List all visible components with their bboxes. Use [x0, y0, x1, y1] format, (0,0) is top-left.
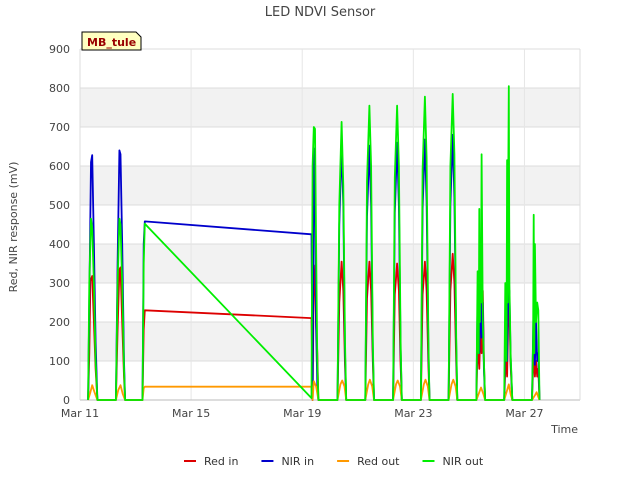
- y-axis-label: Red, NIR response (mV): [7, 162, 20, 293]
- series-line-red-out: [87, 378, 541, 401]
- legend-label: NIR out: [443, 455, 484, 468]
- y-tick-label: 200: [49, 316, 70, 329]
- y-tick-label: 500: [49, 199, 70, 212]
- x-tick-label: Mar 15: [172, 407, 210, 420]
- legend-label: Red in: [204, 455, 238, 468]
- legend-label: NIR in: [281, 455, 314, 468]
- x-tick-label: Mar 23: [394, 407, 432, 420]
- legend: Red in NIR in Red out NIR out: [184, 455, 484, 468]
- x-tick-label: Mar 27: [505, 407, 543, 420]
- site-badge: MB_tule: [81, 31, 142, 51]
- legend-item: NIR in: [261, 455, 314, 468]
- x-tick-label: Mar 11: [61, 407, 99, 420]
- y-tick-label: 300: [49, 277, 70, 290]
- y-tick-label: 0: [63, 394, 70, 407]
- y-tick-label: 400: [49, 238, 70, 251]
- y-tick-label: 800: [49, 82, 70, 95]
- legend-label: Red out: [357, 455, 400, 468]
- x-axis-label: Time: [550, 423, 578, 436]
- y-tick-label: 700: [49, 121, 70, 134]
- legend-item: NIR out: [422, 455, 484, 468]
- chart-title: LED NDVI Sensor: [265, 5, 376, 20]
- x-axis-ticks: Mar 11 Mar 15 Mar 19 Mar 23 Mar 27: [61, 407, 544, 420]
- site-badge-shape: [81, 31, 142, 51]
- series-line-nir-out: [87, 85, 541, 401]
- y-tick-label: 600: [49, 160, 70, 173]
- y-tick-label: 100: [49, 355, 70, 368]
- grid-band: [80, 322, 580, 361]
- x-tick-label: Mar 19: [283, 407, 321, 420]
- grid-band: [80, 244, 580, 283]
- legend-item: Red in: [184, 455, 238, 468]
- grid-band: [80, 88, 580, 127]
- site-badge-label: MB_tule: [87, 36, 136, 49]
- series-lines: [87, 85, 541, 401]
- plot-background: [80, 88, 580, 361]
- y-tick-label: 900: [49, 43, 70, 56]
- grid-band: [80, 166, 580, 205]
- y-axis-ticks: 0 100 200 300 400 500 600 700 800 900: [49, 43, 70, 407]
- legend-item: Red out: [337, 455, 400, 468]
